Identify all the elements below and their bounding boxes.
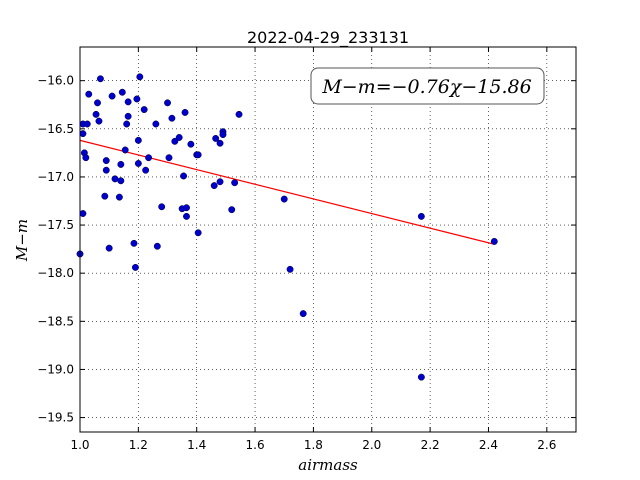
data-point (181, 109, 189, 116)
data-point (124, 112, 132, 120)
x-tick-labels: 1.0 1.2 1.4 1.6 1.8 2.0 2.2 2.4 2.6 (70, 438, 556, 452)
data-point (171, 137, 179, 145)
data-point (115, 193, 123, 201)
fit-line-layer (79, 139, 495, 245)
data-point (134, 160, 142, 167)
data-point (286, 265, 294, 273)
data-point (235, 110, 243, 118)
y-tick-label: −18.0 (37, 266, 74, 280)
data-point (180, 172, 188, 180)
x-tick-label: 2.2 (421, 438, 440, 452)
x-tick-label: 1.2 (129, 438, 148, 452)
data-point (142, 166, 150, 174)
chart-title: 2022-04-29_233131 (247, 28, 409, 48)
data-point (121, 146, 129, 154)
x-tick-label: 2.6 (537, 438, 556, 452)
data-point (96, 75, 104, 83)
data-point (79, 130, 87, 138)
annotation-box: M−m=−0.76χ−15.86 (310, 67, 545, 105)
data-point (102, 166, 110, 174)
data-point (130, 239, 138, 247)
annotation-text: M−m=−0.76χ−15.86 (321, 76, 531, 98)
y-tick-label: −17.0 (37, 170, 74, 184)
x-tick-label: 1.6 (246, 438, 265, 452)
plot-frame (79, 46, 577, 433)
data-point (95, 117, 103, 125)
y-axis-label: M−m (13, 219, 31, 262)
data-point (101, 192, 109, 200)
data-point (175, 134, 183, 141)
data-point (134, 136, 142, 144)
data-point (136, 73, 144, 81)
x-tick-label: 1.4 (187, 438, 206, 452)
data-point (117, 160, 125, 168)
data-point (118, 88, 126, 96)
data-point (216, 139, 224, 147)
data-point (490, 237, 498, 245)
data-point (123, 120, 131, 128)
data-point (108, 92, 116, 100)
data-point (194, 151, 202, 159)
y-tick-labels: −16.0 −16.5 −17.0 −17.5 −18.0 −18.5 −19.0 −19.5 (37, 74, 74, 425)
data-point (131, 263, 139, 271)
y-tick-label: −19.0 (37, 362, 74, 376)
data-point (133, 95, 141, 103)
data-point (165, 154, 173, 162)
data-point (105, 244, 113, 252)
grid-lines (79, 47, 576, 432)
data-point (82, 154, 90, 162)
x-axis-label: airmass (298, 456, 358, 474)
x-tick-label: 1.8 (304, 438, 323, 452)
data-point (79, 210, 87, 217)
data-point (280, 195, 288, 203)
data-point (417, 212, 425, 220)
data-point (158, 203, 166, 211)
data-point (164, 99, 171, 107)
data-point (140, 106, 148, 114)
data-point (92, 110, 100, 118)
data-point (102, 157, 110, 165)
data-point (183, 204, 190, 212)
fit-line (79, 139, 495, 245)
data-point (152, 120, 160, 128)
data-point (85, 90, 93, 98)
data-point (111, 175, 119, 183)
data-point (145, 154, 153, 162)
x-tick-label: 2.4 (479, 438, 498, 452)
data-point (299, 310, 307, 318)
data-point (231, 179, 239, 187)
data-point (153, 242, 161, 250)
y-tick-label: −18.5 (37, 314, 74, 328)
data-point (210, 182, 218, 190)
data-point (219, 131, 227, 139)
y-tick-label: −16.0 (37, 74, 74, 88)
x-tick-label: 1.0 (70, 438, 89, 452)
data-point (417, 373, 425, 381)
data-point (183, 212, 190, 220)
annotation-frame (310, 67, 545, 105)
data-point (212, 134, 220, 142)
data-point (194, 229, 202, 237)
data-point (187, 140, 195, 148)
y-tick-label: −19.5 (37, 411, 74, 425)
y-tick-label: −16.5 (37, 122, 74, 136)
data-point (124, 98, 132, 106)
data-point (168, 114, 176, 122)
y-tick-label: −17.5 (37, 218, 74, 232)
data-point (83, 120, 91, 128)
data-point (117, 177, 125, 185)
data-point (228, 206, 236, 214)
data-point (94, 99, 101, 107)
x-tick-label: 2.0 (362, 438, 381, 452)
data-point (216, 178, 224, 186)
ticks (79, 47, 576, 432)
data-points (76, 73, 498, 381)
